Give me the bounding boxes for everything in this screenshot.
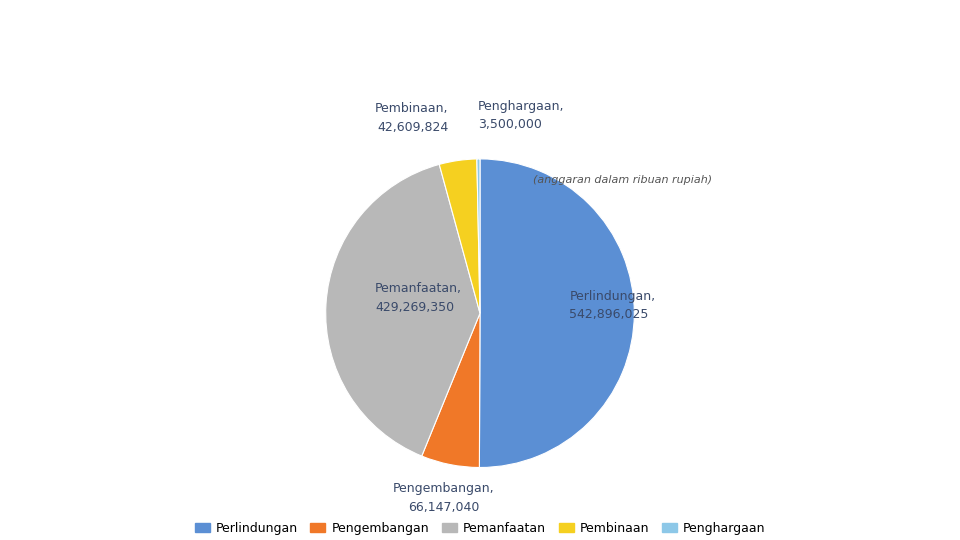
Wedge shape (479, 159, 635, 468)
Text: SESUAI UNDANG-UNDANG NO 5 TAHUN 2017: SESUAI UNDANG-UNDANG NO 5 TAHUN 2017 (184, 69, 776, 93)
Wedge shape (477, 159, 480, 313)
Text: Pembinaan,: Pembinaan, (375, 102, 448, 115)
Text: Pengembangan,: Pengembangan, (393, 482, 494, 495)
Text: 542,896,025: 542,896,025 (569, 308, 649, 321)
Text: Pemanfaatan,: Pemanfaatan, (375, 282, 462, 295)
Text: 429,269,350: 429,269,350 (375, 301, 454, 314)
Text: PENDISTRIBUSIAN ANGGARAN 2019: PENDISTRIBUSIAN ANGGARAN 2019 (242, 23, 718, 46)
Text: 3,500,000: 3,500,000 (478, 118, 541, 131)
Text: Penghargaan,: Penghargaan, (478, 100, 564, 113)
Wedge shape (421, 313, 480, 468)
Text: 42,609,824: 42,609,824 (377, 120, 448, 133)
Text: 66,147,040: 66,147,040 (408, 501, 479, 514)
Wedge shape (440, 159, 480, 313)
Text: Perlindungan,: Perlindungan, (569, 290, 656, 303)
Text: (anggaran dalam ribuan rupiah): (anggaran dalam ribuan rupiah) (533, 175, 712, 185)
Wedge shape (325, 164, 480, 456)
Legend: Perlindungan, Pengembangan, Pemanfaatan, Pembinaan, Penghargaan: Perlindungan, Pengembangan, Pemanfaatan,… (189, 517, 771, 540)
